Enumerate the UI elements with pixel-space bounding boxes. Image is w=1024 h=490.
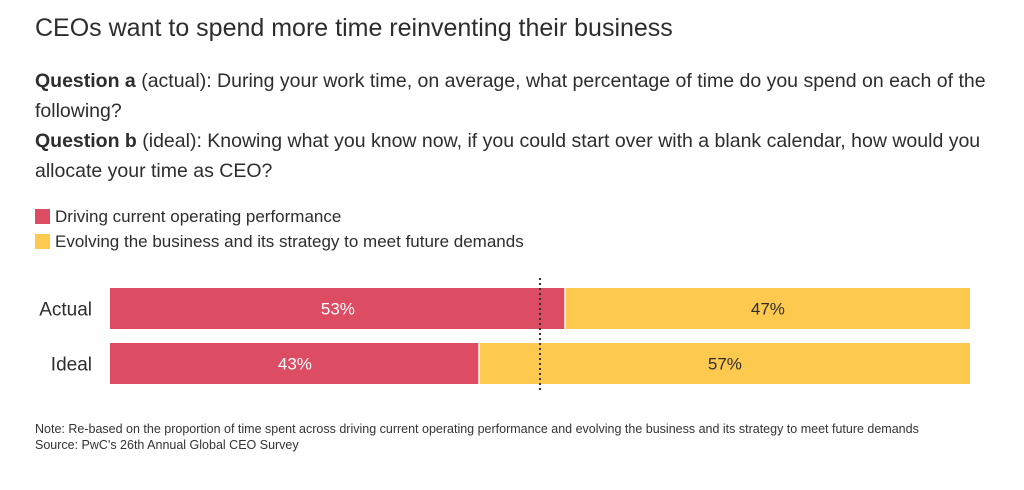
legend-label-current: Driving current operating performance bbox=[55, 207, 342, 226]
data-label-actual-series-0: 53% bbox=[321, 300, 355, 319]
question-a-label: Question a bbox=[35, 70, 136, 92]
bar-ideal-series-0 bbox=[110, 343, 479, 384]
bar-actual-series-1 bbox=[565, 288, 970, 329]
question-a-text: (actual): During your work time, on aver… bbox=[35, 70, 986, 122]
question-b-text: (ideal): Knowing what you know now, if y… bbox=[35, 130, 981, 182]
chart-title: CEOs want to spend more time reinventing… bbox=[35, 14, 673, 42]
question-b-label: Question b bbox=[35, 130, 137, 152]
data-label-ideal-series-0: 43% bbox=[278, 355, 312, 374]
legend-swatch-current bbox=[35, 209, 50, 224]
legend-swatch-future bbox=[35, 234, 50, 249]
category-label-actual: Actual bbox=[39, 300, 92, 321]
footnote: Note: Re-based on the proportion of time… bbox=[35, 421, 995, 453]
question-b: Question b (ideal): Knowing what you kno… bbox=[35, 126, 995, 186]
note-text: Note: Re-based on the proportion of time… bbox=[35, 422, 919, 436]
legend-item-future: Evolving the business and its strategy t… bbox=[35, 229, 524, 254]
stacked-bar-chart: Actual 53% 47% Ideal 43% 57% bbox=[39, 278, 970, 392]
data-label-actual-series-1: 47% bbox=[751, 300, 785, 319]
question-a: Question a (actual): During your work ti… bbox=[35, 66, 995, 126]
bar-ideal-series-1 bbox=[479, 343, 970, 384]
bar-actual-series-0 bbox=[110, 288, 565, 329]
legend-label-future: Evolving the business and its strategy t… bbox=[55, 232, 524, 251]
legend-item-current: Driving current operating performance bbox=[35, 204, 524, 229]
category-label-ideal: Ideal bbox=[51, 355, 92, 376]
legend: Driving current operating performance Ev… bbox=[35, 204, 524, 254]
question-block: Question a (actual): During your work ti… bbox=[35, 66, 995, 186]
source-text: Source: PwC's 26th Annual Global CEO Sur… bbox=[35, 438, 299, 452]
data-label-ideal-series-1: 57% bbox=[708, 355, 742, 374]
